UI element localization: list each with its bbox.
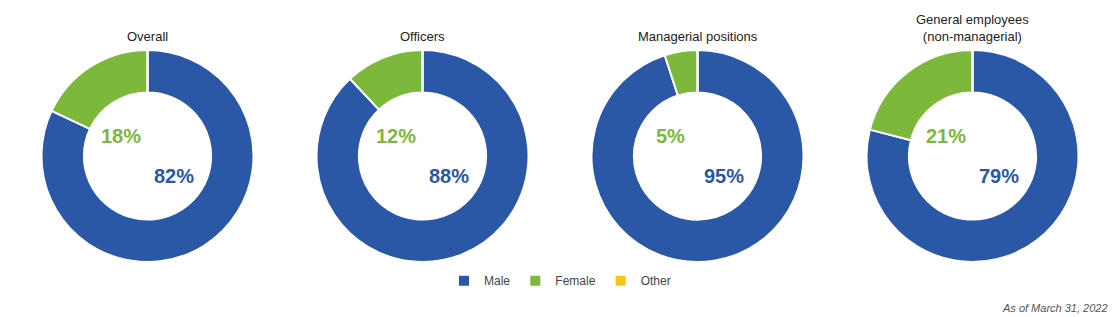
svg-text:21%: 21%: [926, 125, 966, 147]
svg-text:Other: Other: [641, 274, 671, 288]
svg-text:Managerial positions: Managerial positions: [638, 29, 758, 44]
svg-text:18%: 18%: [101, 125, 141, 147]
svg-text:Female: Female: [555, 274, 595, 288]
svg-text:79%: 79%: [979, 165, 1019, 187]
svg-text:5%: 5%: [656, 125, 685, 147]
svg-text:As of March 31, 2022: As of March 31, 2022: [1002, 302, 1108, 314]
svg-text:12%: 12%: [376, 125, 416, 147]
svg-text:95%: 95%: [704, 165, 744, 187]
svg-text:82%: 82%: [154, 165, 194, 187]
svg-text:Overall: Overall: [127, 29, 168, 44]
svg-text:General employees(non-manageri: General employees(non-managerial): [916, 12, 1029, 44]
svg-text:Male: Male: [484, 274, 510, 288]
svg-text:Officers: Officers: [400, 29, 445, 44]
svg-text:88%: 88%: [429, 165, 469, 187]
